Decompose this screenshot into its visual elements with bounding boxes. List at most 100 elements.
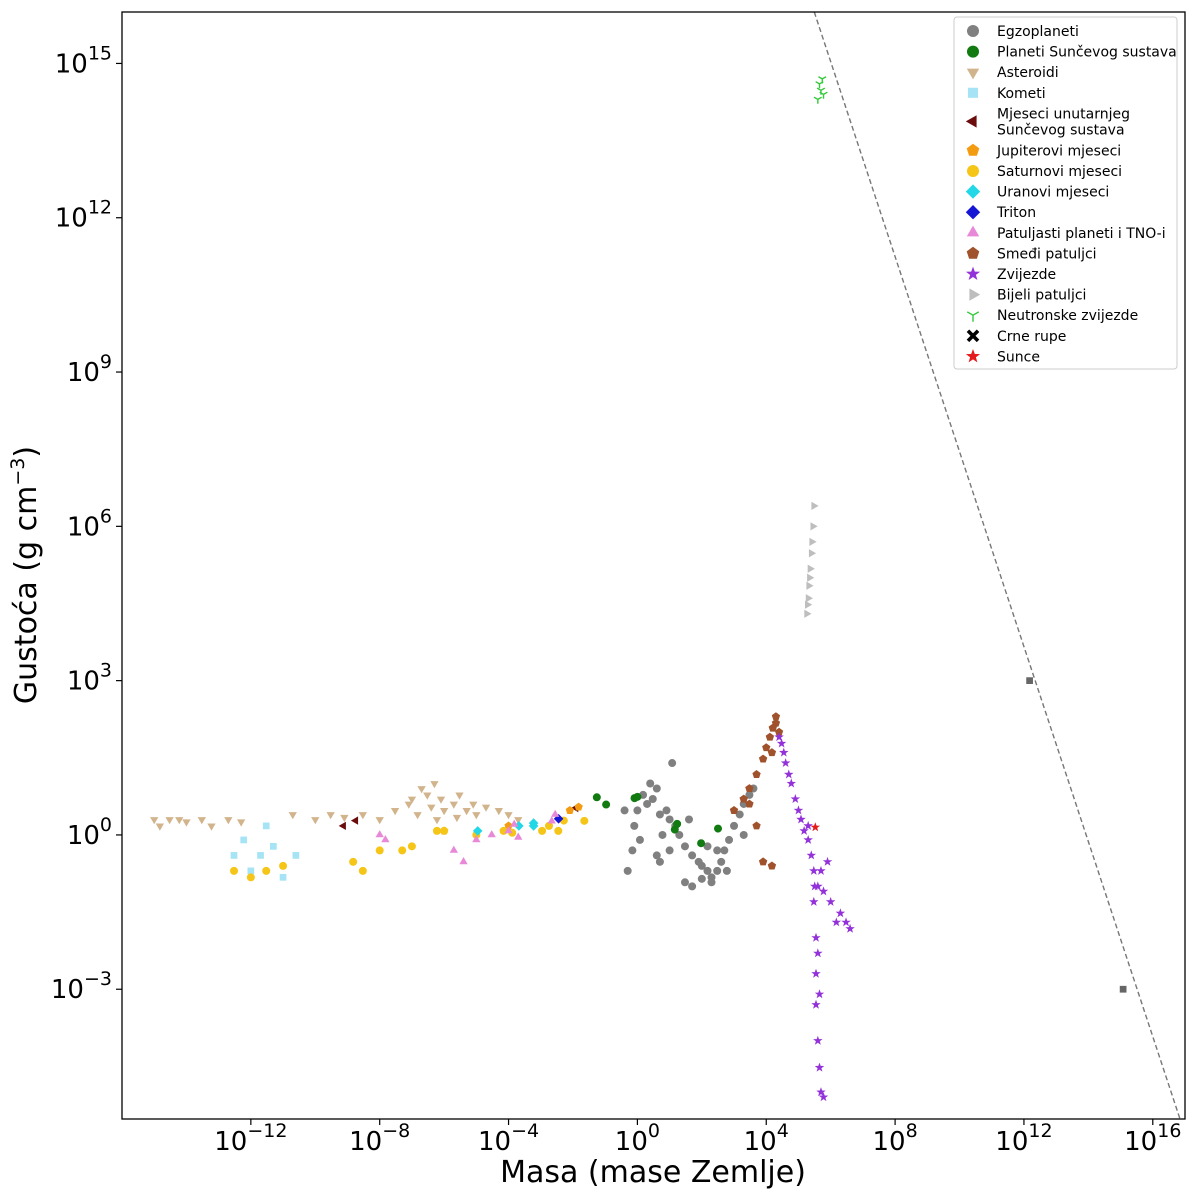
data-point-saturnovi-mjeseci [398,846,407,855]
y-tick-label-exponent: −3 [84,968,112,990]
legend-item-triton: Triton [965,205,1036,221]
data-point-egzoplaneti [680,878,689,887]
data-point-patuljasti-planeti-i-tno-i [375,830,384,838]
data-point-patuljasti-planeti-i-tno-i [472,835,481,843]
x-tick-label-exponent: 16 [1157,1120,1181,1142]
data-point-patuljasti-planeti-i-tno-i [487,830,496,838]
data-point-neutronske-zvijezde [813,96,823,104]
data-point-planeti-suncevog-sustava [673,819,682,828]
x-tick-label: 1016 [1124,1120,1181,1157]
data-point-asteroidi [407,796,417,804]
data-point-jupiterovi-mjeseci [565,806,574,814]
data-point-asteroidi [375,817,384,825]
legend-item-sme-i-patuljci: Smeđi patuljci [966,246,1097,262]
data-point-egzoplaneti [697,861,706,870]
data-point-kometi [257,852,264,859]
x-tick-label-exponent: 8 [906,1120,918,1142]
legend-item-bijeli-patuljci: Bijeli patuljci [969,288,1086,304]
legend-label: Asteroidi [997,65,1059,81]
legend-label: Triton [996,205,1036,221]
data-point-kometi [270,842,277,850]
data-point-egzoplaneti [652,784,661,793]
x-tick-label: 10−8 [349,1120,410,1157]
plot-area [150,12,1181,1119]
x-tick-label: 10−4 [478,1120,539,1157]
data-point-bijeli-patuljci [810,522,818,531]
data-point-zvijezde [784,769,794,779]
legend-label: Planeti Sunčevog sustava [997,45,1177,61]
data-point-asteroidi [452,814,462,823]
data-point-asteroidi [358,812,367,820]
data-point-asteroidi [326,812,335,820]
data-point-saturnovi-mjeseci [432,826,441,835]
data-point-zvijezde [813,1035,823,1045]
series-sunce [810,822,820,832]
data-point-egzoplaneti [703,842,712,851]
legend-label: Jupiterovi mjeseci [996,143,1121,159]
y-tick-label-exponent: 0 [100,814,112,836]
data-point-egzoplaneti [665,846,674,855]
legend-label: Zvijezde [997,267,1056,283]
series-uranovi-mjeseci [472,818,539,836]
data-point-zvijezde [822,856,833,866]
data-point-zvijezde [818,886,829,896]
data-point-patuljasti-planeti-i-tno-i [551,809,560,817]
data-point-uranovi-mjeseci [514,821,524,831]
data-point-egzoplaneti [675,830,684,839]
data-point-neutronske-zvijezde [819,91,828,99]
legend-item-neutronske-zvijezde: Neutronske zvijezde [966,308,1138,324]
data-point-zvijezde [814,989,825,999]
data-point-sme-i-patuljci [745,784,754,792]
data-point-asteroidi [455,792,464,800]
data-point-egzoplaneti [722,866,731,875]
reference-line-layer [813,12,1181,1119]
data-point-egzoplaneti [713,866,722,875]
data-point-uranovi-mjeseci [472,826,483,836]
x-tick-label-base: 10 [349,1127,382,1157]
data-point-asteroidi [175,817,184,825]
data-point-bijeli-patuljci [807,564,815,573]
legend-item-asteroidi: Asteroidi [966,65,1059,81]
data-point-saturnovi-mjeseci [580,816,589,825]
data-point-asteroidi [494,808,503,816]
x-tick-label: 104 [744,1120,789,1157]
data-point-asteroidi [436,796,446,804]
legend-box [953,16,1178,370]
data-point-patuljasti-planeti-i-tno-i [510,819,519,827]
data-point-bijeli-patuljci [811,501,819,510]
y-tick-label-exponent: 15 [88,42,112,64]
data-point-asteroidi [197,817,206,825]
data-point-egzoplaneti [684,815,693,824]
data-point-patuljasti-planeti-i-tno-i [459,857,468,865]
data-point-sme-i-patuljci [774,727,784,736]
legend-item-egzoplaneti: Egzoplaneti [967,24,1079,40]
data-point-saturnovi-mjeseci [349,857,358,866]
series-kometi [230,822,300,881]
x-tick-label-exponent: −8 [382,1120,410,1142]
data-point-saturnovi-mjeseci [440,826,449,835]
data-point-sme-i-patuljci [765,732,775,741]
data-point-saturnovi-mjeseci [246,873,255,882]
data-point-egzoplaneti [635,835,644,844]
data-point-patuljasti-planeti-i-tno-i [449,845,458,853]
data-point-zvijezde [799,825,809,835]
data-point-zvijezde [825,896,836,906]
legend-label: Crne rupe [997,329,1066,345]
legend-label: Uranovi mjeseci [997,185,1109,201]
x-tick-label-base: 10 [478,1127,511,1157]
series-sme-i-patuljci [729,712,784,870]
data-point-zvijezde [811,932,821,942]
data-point-zvijezde [814,1062,825,1072]
data-point-egzoplaneti [658,830,667,839]
x-tick-label-base: 10 [744,1127,777,1157]
data-point-egzoplaneti [623,866,632,875]
data-point-egzoplaneti [665,815,674,824]
legend-item-saturnovi-mjeseci: Saturnovi mjeseci [967,164,1122,180]
legend-marker-uranovi-mjeseci [965,184,981,199]
data-point-egzoplaneti [725,835,734,844]
data-point-saturnovi-mjeseci [538,826,547,835]
reference-dashed-line [813,12,1181,1119]
data-point-neutronske-zvijezde [818,76,827,84]
data-point-zvijezde [786,778,796,788]
y-tick-label-base: 10 [51,975,84,1005]
